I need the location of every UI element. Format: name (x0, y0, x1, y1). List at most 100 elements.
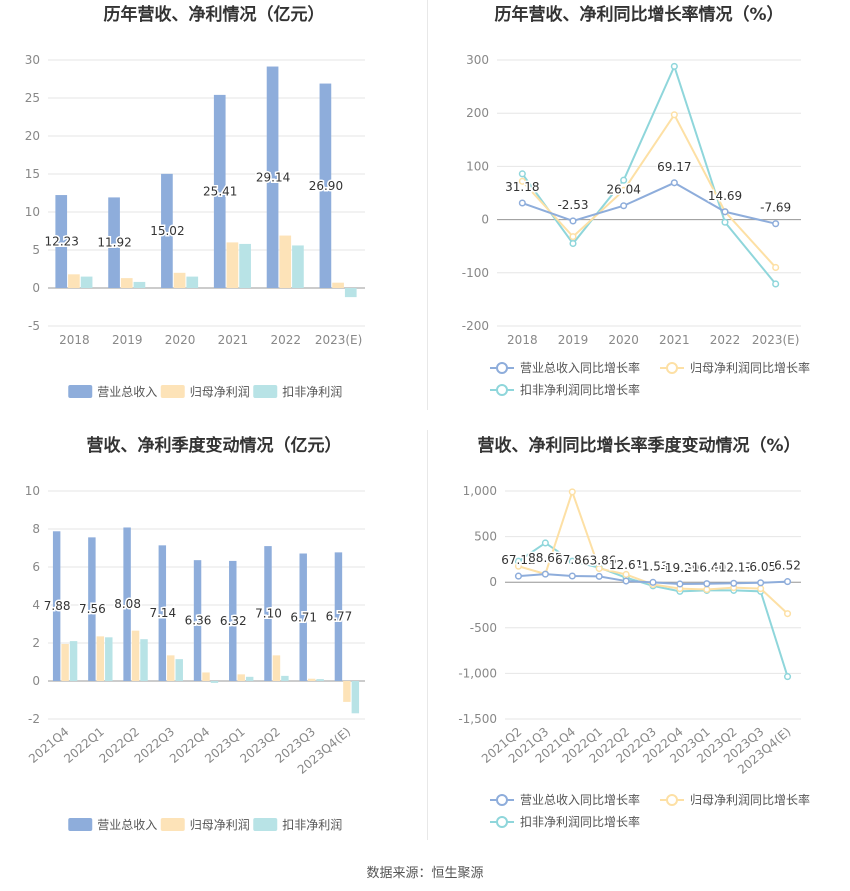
c2-bar-s2 (105, 637, 113, 681)
c0-data-label: 26.90 (309, 179, 343, 193)
c2-legend-swatch (160, 818, 185, 831)
c0-legend-swatch (253, 385, 278, 398)
c1-point-s0 (772, 220, 780, 228)
c1-ytick-label: -100 (462, 266, 489, 280)
c1-data-label: -7.69 (760, 201, 791, 215)
c2-bar-s0 (123, 527, 131, 681)
c0-bar-s2 (186, 276, 199, 288)
c3-point-s0 (649, 578, 657, 586)
c1-line-s0 (521, 181, 776, 225)
c2-ytick-label: 8 (32, 522, 40, 536)
c1-legend-marker (666, 362, 678, 374)
c1-point-s2 (518, 170, 526, 178)
c1-ytick-label: 200 (466, 106, 489, 120)
c2-bar-s1 (272, 655, 281, 681)
c2-legend-swatch (253, 818, 278, 831)
c3-point-s0 (541, 570, 549, 578)
c2-bar-s2 (140, 639, 148, 681)
c3-point-s2 (783, 673, 792, 681)
c2-bar-s1 (167, 655, 175, 681)
c0-ytick-label: 10 (25, 205, 40, 219)
c3-point-s2 (568, 557, 576, 565)
c1-xtick-label: 2022 (710, 333, 741, 347)
c0-xtick-label: 2023(E) (315, 333, 362, 347)
c1-xtick-label: 2018 (507, 333, 538, 347)
c2-bar-s2 (351, 681, 360, 714)
c1-legend-marker (496, 362, 508, 374)
c2-legend-label: 营业总收入 (97, 818, 157, 832)
c0-bar-s1 (226, 242, 239, 288)
c2-bar-s0 (193, 560, 202, 681)
vertical-divider-bottom (427, 430, 428, 840)
c0-bar-s2 (344, 288, 357, 298)
c3-data-label: -19.29 (661, 561, 700, 575)
c2-bar-s1 (96, 636, 105, 681)
c3-point-s2 (541, 539, 549, 547)
c2-ytick-label: 6 (32, 560, 40, 574)
c2-ytick-label: 0 (32, 674, 40, 688)
c1-point-s2 (569, 239, 577, 248)
c0-bar-s1 (173, 272, 186, 288)
c2-bar-s2 (210, 681, 219, 683)
c2-bar-s1 (131, 630, 140, 681)
vertical-divider-top (427, 0, 428, 410)
c3-point-s0 (730, 579, 738, 587)
c3-legend-marker (496, 794, 508, 806)
c2-ytick-label: 10 (25, 484, 40, 498)
c0-legend-label: 归母净利润 (190, 385, 250, 399)
c2-bar-s0 (88, 537, 96, 681)
c2-data-label: 7.14 (149, 606, 176, 620)
c0-data-label: 12.23 (45, 235, 79, 249)
c2-legend-label: 扣非净利润 (282, 818, 342, 832)
c1-data-label: -2.53 (557, 198, 588, 212)
c1-xtick-label: 2023(E) (752, 333, 799, 347)
c0-legend-label: 营业总收入 (97, 385, 157, 399)
c2-data-label: 8.08 (114, 597, 141, 611)
c0-bar-s1 (332, 282, 344, 288)
c0-ytick-label: 5 (32, 243, 40, 257)
c2-bar-s0 (334, 552, 343, 681)
c1-xtick-label: 2020 (608, 333, 639, 347)
c2-ytick-label: 2 (32, 636, 40, 650)
c2-bar-s2 (175, 659, 183, 681)
c0-bar-s2 (80, 276, 93, 288)
c2-bar-s0 (229, 560, 237, 681)
c0-ytick-label: -5 (28, 319, 40, 333)
c1-legend-marker (496, 384, 508, 396)
c1-point-s0 (670, 179, 678, 187)
c3-ytick-label: 0 (489, 575, 497, 589)
c0-bar-s0 (161, 173, 173, 288)
c1-data-label: 31.18 (505, 180, 539, 194)
c0-bar-s2 (239, 243, 251, 288)
c3-data-label: 67.12 (501, 553, 535, 567)
c0-ytick-label: 15 (25, 167, 40, 181)
c0-bar-s0 (319, 83, 332, 288)
c3-ytick-label: -1,500 (458, 712, 497, 726)
c1-point-s1 (518, 177, 526, 185)
c0-bar-s1 (68, 274, 80, 288)
c0-bar-s1 (120, 278, 133, 288)
c1-point-s1 (620, 186, 628, 194)
c3-data-label: 12.61 (609, 558, 643, 572)
c0-ytick-label: 30 (25, 53, 40, 67)
c3-point-s0 (703, 580, 711, 588)
c2-legend-label: 归母净利润 (190, 818, 250, 832)
c0-xtick-label: 2018 (59, 333, 90, 347)
c3-point-s1 (757, 585, 765, 593)
c3-ytick-label: -1,000 (458, 666, 497, 680)
c3-point-s0 (622, 577, 630, 585)
c0-bar-s2 (292, 245, 304, 288)
c0-bar-s0 (213, 94, 226, 288)
c1-point-s2 (721, 218, 729, 226)
c1-point-s0 (620, 202, 628, 210)
c2-bar-s2 (281, 675, 289, 681)
c3-point-s1 (622, 570, 630, 578)
c1-point-s0 (721, 208, 729, 216)
c3-legend-label: 营业总收入同比增长率 (520, 792, 640, 807)
c3-data-label: -6.05 (745, 560, 776, 574)
c3-point-s1 (514, 562, 523, 570)
c2-ytick-label: -2 (28, 712, 40, 726)
c1-ytick-label: -200 (462, 319, 489, 333)
c2-data-label: 7.56 (79, 602, 106, 616)
c2-bar-s0 (264, 546, 272, 681)
